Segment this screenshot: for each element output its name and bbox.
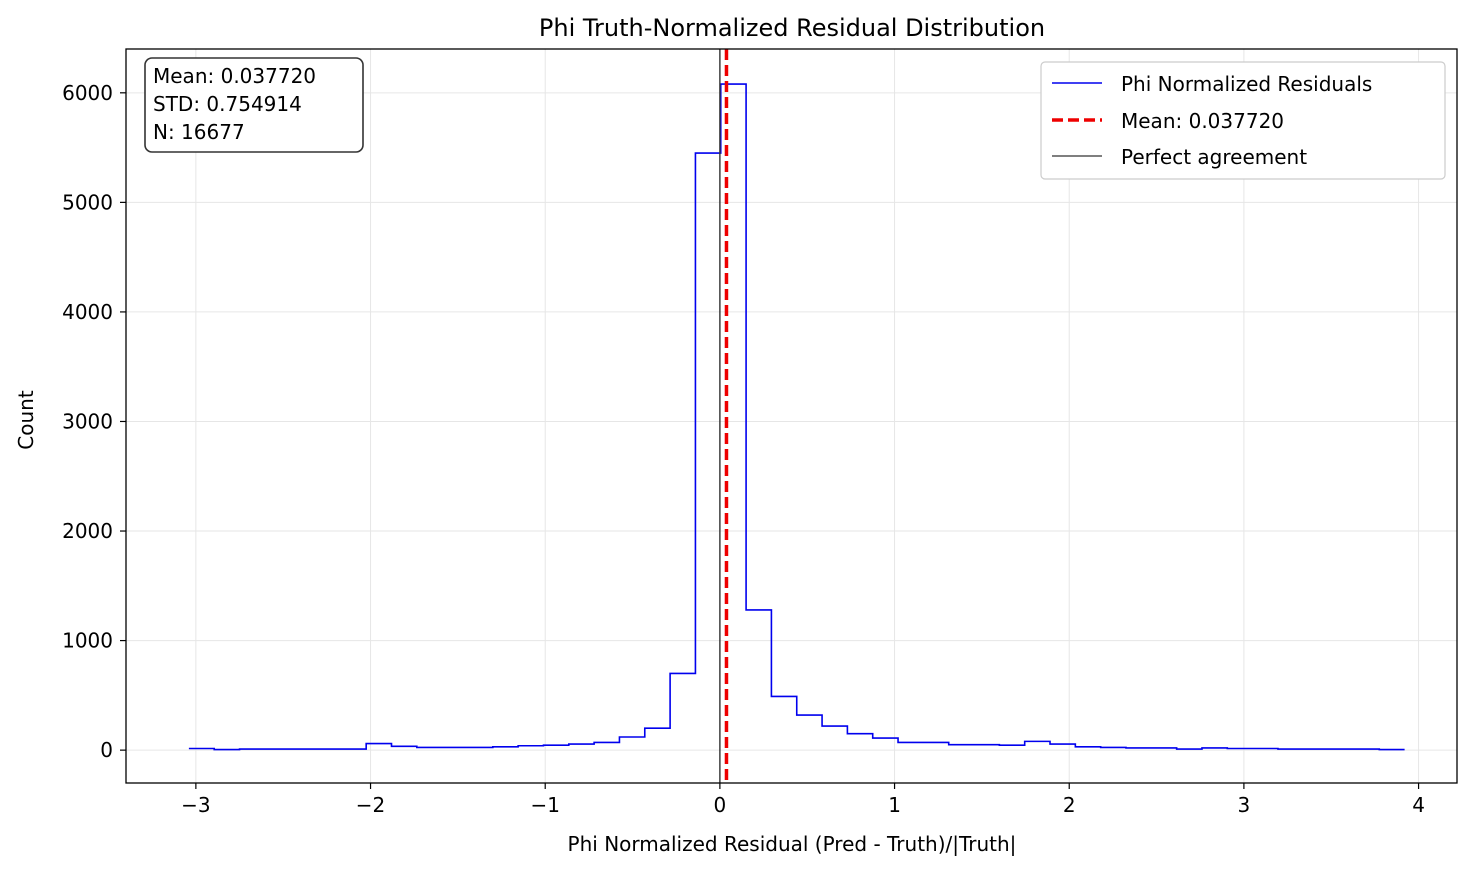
histogram-step-line	[188, 83, 1405, 751]
stats-box: Mean: 0.037720 STD: 0.754914 N: 16677	[144, 57, 364, 153]
stats-box-frame	[144, 57, 364, 153]
x-tick-label: −3	[181, 793, 210, 817]
chart-title: Phi Truth-Normalized Residual Distributi…	[539, 14, 1045, 42]
legend-frame	[1040, 61, 1446, 180]
x-tick-label: −2	[356, 793, 385, 817]
y-tick-label: 6000	[62, 81, 113, 105]
x-tick-label: 3	[1238, 793, 1251, 817]
x-tick-label: 2	[1063, 793, 1076, 817]
stats-mean: Mean: 0.037720	[153, 64, 316, 88]
y-axis-label: Count	[14, 390, 38, 450]
x-tick-label: 4	[1412, 793, 1425, 817]
x-axis-label: Phi Normalized Residual (Pred - Truth)/|…	[568, 832, 1017, 856]
x-tick-label: 0	[714, 793, 727, 817]
legend-label-perfect: Perfect agreement	[1121, 145, 1307, 169]
x-tick-label: 1	[888, 793, 901, 817]
plot-area: −3 −2 −1 0 1 2 3 4 0 1000 2000 3000 4000 5000 6000	[62, 48, 1458, 817]
y-tick-label: 4000	[62, 300, 113, 324]
x-tick-label: −1	[530, 793, 559, 817]
legend: Phi Normalized Residuals Mean: 0.037720 …	[1040, 61, 1446, 180]
stats-count: N: 16677	[153, 120, 245, 144]
y-tick-label: 5000	[62, 190, 113, 214]
legend-label-mean: Mean: 0.037720	[1121, 109, 1284, 133]
y-tick-label: 3000	[62, 409, 113, 433]
axes-frame	[125, 48, 1458, 784]
y-tick-label: 1000	[62, 629, 113, 653]
legend-label-residuals: Phi Normalized Residuals	[1121, 72, 1372, 96]
y-tick-label: 0	[100, 738, 113, 762]
y-tick-label: 2000	[62, 519, 113, 543]
stats-std: STD: 0.754914	[153, 92, 302, 116]
